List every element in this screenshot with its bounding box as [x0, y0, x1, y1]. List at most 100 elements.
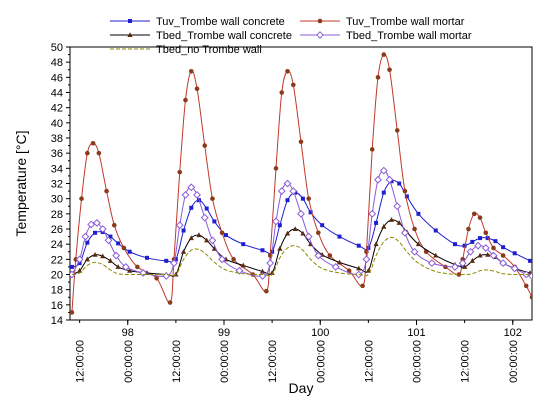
data-point [379, 166, 388, 175]
data-point [240, 262, 246, 268]
data-point [183, 97, 188, 103]
x-time-label: 12:00:00 [75, 340, 87, 383]
data-point [277, 245, 283, 251]
data-point [115, 264, 121, 269]
data-point [360, 283, 365, 289]
y-tick-label: 34 [51, 163, 63, 175]
data-point [481, 244, 490, 252]
y-tick-label: 26 [51, 224, 63, 236]
legend-entry: Tuv_Trombe wall mortar [300, 16, 465, 28]
data-point [320, 223, 325, 228]
data-point [121, 245, 127, 251]
data-point [127, 249, 132, 254]
data-point [478, 236, 483, 241]
data-point [368, 209, 377, 218]
data-point [277, 223, 282, 228]
y-tick-label: 22 [51, 254, 63, 266]
data-point [175, 221, 184, 230]
data-point [393, 202, 402, 211]
x-time-label: 00:00:00 [508, 340, 520, 383]
data-point [354, 270, 363, 279]
x-time-label: 00:00:00 [123, 340, 135, 383]
data-point [92, 251, 98, 257]
data-point [300, 196, 305, 201]
data-point [70, 264, 74, 269]
data-point [501, 245, 506, 250]
data-point [104, 236, 113, 245]
data-point [193, 190, 201, 199]
data-point [471, 211, 477, 217]
data-point [285, 198, 290, 203]
data-point [189, 205, 194, 210]
data-point [306, 196, 312, 201]
data-point [121, 263, 130, 271]
y-tick-label: 40 [51, 118, 63, 130]
series-line [71, 236, 531, 277]
data-point [87, 220, 96, 229]
data-point [316, 230, 321, 236]
data-point [381, 190, 386, 195]
legend-marker [127, 32, 133, 37]
data-point [401, 228, 409, 237]
y-tick-label: 24 [51, 239, 63, 251]
data-point [528, 258, 532, 263]
data-point [412, 226, 417, 232]
legend-label: Tuv_Trombe wall mortar [346, 16, 465, 28]
x-day-label: 102 [504, 327, 522, 339]
data-point [308, 210, 313, 215]
data-point [79, 196, 84, 201]
legend-marker [316, 31, 324, 39]
data-point [77, 267, 83, 273]
data-point [469, 258, 475, 263]
x-day-label: 98 [122, 327, 134, 339]
data-point [188, 68, 194, 74]
data-point [489, 251, 498, 260]
data-point [477, 252, 483, 258]
data-point [369, 147, 375, 152]
legend-entry: Tbed_Trombe wall concrete [110, 30, 292, 42]
data-point [474, 241, 483, 250]
data-point [427, 259, 436, 268]
data-point [375, 75, 381, 80]
data-point [483, 230, 489, 236]
legend-entry: Tbed_no Trombe wall [110, 44, 262, 56]
legend-entry: Tbed_Trombe wall mortar [300, 30, 472, 42]
data-point [241, 242, 246, 247]
data-point [327, 253, 333, 258]
data-point [284, 230, 291, 236]
data-point [529, 294, 532, 300]
y-tick-label: 48 [51, 57, 63, 69]
x-time-label: 00:00:00 [315, 340, 327, 383]
y-tick-label: 28 [51, 209, 63, 221]
legend-marker [317, 18, 323, 24]
data-point [200, 213, 209, 222]
data-point [356, 243, 361, 248]
x-axis-title: Day [289, 380, 314, 396]
data-point [381, 223, 387, 229]
data-point [523, 283, 529, 289]
data-point [462, 264, 468, 269]
data-point [208, 236, 217, 245]
legend-entry: Tuv_Trombe wall concrete [110, 16, 285, 28]
data-point [167, 300, 173, 305]
data-point [451, 263, 459, 271]
data-point [283, 179, 292, 188]
data-point [279, 90, 285, 95]
data-point [512, 251, 517, 256]
data-point [70, 310, 75, 315]
data-point [180, 248, 187, 254]
data-point [499, 259, 508, 268]
data-point [93, 219, 101, 227]
x-day-label: 101 [407, 327, 425, 339]
data-point [135, 264, 140, 270]
axis-layer: 14 16 18 20 22 24 26 28 30 32 34 36 38 40 42 44 46 48 50 98… [51, 42, 522, 383]
legend-marker [128, 19, 132, 23]
data-point [187, 183, 196, 192]
data-point [108, 234, 113, 239]
data-point [154, 275, 159, 281]
data-point [510, 264, 519, 273]
data-point [285, 68, 290, 74]
data-point [289, 187, 298, 195]
data-point [374, 220, 379, 225]
data-point [100, 253, 106, 259]
